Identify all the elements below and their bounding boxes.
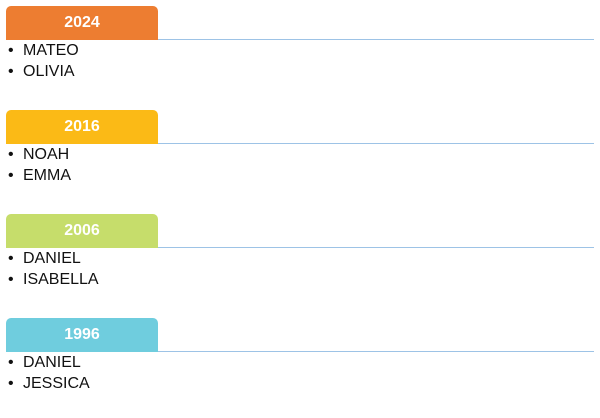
bullet-icon: •	[8, 42, 14, 59]
name-text: ISABELLA	[23, 271, 99, 288]
list-item: • JESSICA	[0, 373, 90, 394]
list-item: • MATEO	[0, 40, 79, 61]
name-text: DANIEL	[23, 354, 81, 371]
year-section: 2024 • MATEO • OLIVIA	[0, 6, 600, 106]
name-list: • NOAH • EMMA	[0, 144, 71, 186]
list-item: • ISABELLA	[0, 269, 99, 290]
year-header: 2006	[6, 214, 158, 248]
year-header: 2016	[6, 110, 158, 144]
list-item: • DANIEL	[0, 248, 99, 269]
name-list: • DANIEL • ISABELLA	[0, 248, 99, 290]
year-section: 2006 • DANIEL • ISABELLA	[0, 214, 600, 314]
list-item: • OLIVIA	[0, 61, 79, 82]
name-text: NOAH	[23, 146, 70, 163]
name-list: • MATEO • OLIVIA	[0, 40, 79, 82]
divider	[158, 247, 594, 248]
bullet-icon: •	[8, 271, 14, 288]
name-list: • DANIEL • JESSICA	[0, 352, 90, 394]
year-section: 1996 • DANIEL • JESSICA	[0, 318, 600, 418]
divider	[158, 351, 594, 352]
bullet-icon: •	[8, 146, 14, 163]
divider	[158, 143, 594, 144]
bullet-icon: •	[8, 354, 14, 371]
name-text: OLIVIA	[23, 63, 75, 80]
name-text: EMMA	[23, 167, 71, 184]
list-item: • NOAH	[0, 144, 71, 165]
bullet-icon: •	[8, 375, 14, 392]
bullet-icon: •	[8, 167, 14, 184]
year-header: 2024	[6, 6, 158, 40]
list-item: • EMMA	[0, 165, 71, 186]
divider	[158, 39, 594, 40]
bullet-icon: •	[8, 250, 14, 267]
list-item: • DANIEL	[0, 352, 90, 373]
name-text: DANIEL	[23, 250, 81, 267]
name-text: JESSICA	[23, 375, 90, 392]
name-text: MATEO	[23, 42, 79, 59]
bullet-icon: •	[8, 63, 14, 80]
year-section: 2016 • NOAH • EMMA	[0, 110, 600, 210]
year-header: 1996	[6, 318, 158, 352]
